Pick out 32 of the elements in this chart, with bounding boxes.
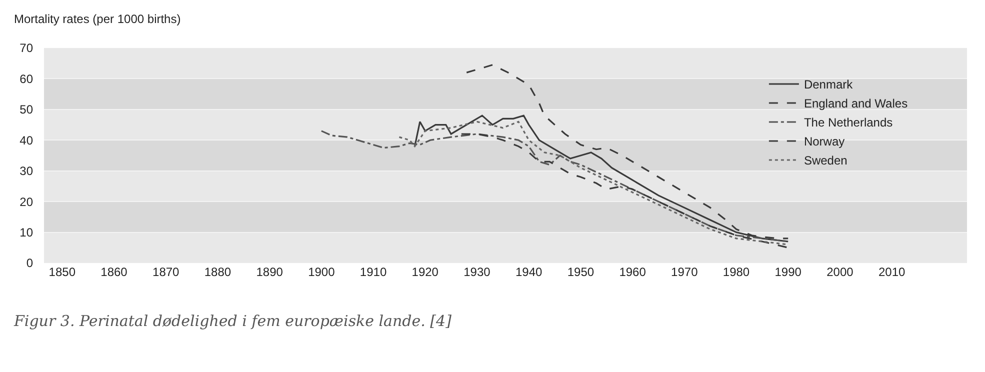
x-tick-label: 1990	[774, 265, 802, 279]
legend-label: Sweden	[804, 154, 848, 168]
x-tick-label: 1950	[567, 265, 594, 279]
legend-label: Denmark	[804, 78, 854, 92]
x-tick-label: 1890	[256, 265, 284, 279]
x-tick-label: 1970	[671, 265, 698, 279]
x-tick-label: 1870	[152, 265, 180, 279]
y-tick-label: 20	[20, 194, 34, 209]
y-tick-label: 0	[26, 256, 34, 270]
x-tick-label: 1960	[619, 265, 646, 279]
y-tick-label: 50	[20, 102, 34, 117]
x-tick-label: 1940	[515, 265, 542, 279]
x-tick-label: 1930	[464, 265, 491, 279]
legend-label: Norway	[804, 134, 845, 149]
legend-label: England and Wales	[804, 96, 908, 111]
y-tick-label: 30	[20, 164, 34, 178]
x-tick-label: 1850	[48, 265, 76, 279]
x-tick-label: 1860	[100, 265, 128, 279]
x-tick-label: 2010	[878, 265, 906, 279]
y-axis-title: Mortality rates (per 1000 births)	[14, 12, 181, 26]
y-tick-label: 60	[20, 72, 34, 86]
y-tick-label: 10	[20, 225, 34, 240]
legend-label: The Netherlands	[804, 116, 893, 130]
y-tick-label: 40	[20, 133, 34, 148]
x-tick-label: 1980	[722, 265, 750, 279]
x-tick-label: 1910	[360, 265, 387, 279]
x-tick-label: 1900	[308, 265, 336, 279]
x-tick-label: 1880	[204, 265, 232, 279]
text: Figur 3. Perinatal dødelighed i fem europæiske lande. [4]	[14, 312, 452, 330]
x-tick-label: 2000	[826, 265, 854, 279]
x-tick-label: 1920	[412, 265, 439, 279]
y-tick-label: 70	[20, 41, 34, 56]
